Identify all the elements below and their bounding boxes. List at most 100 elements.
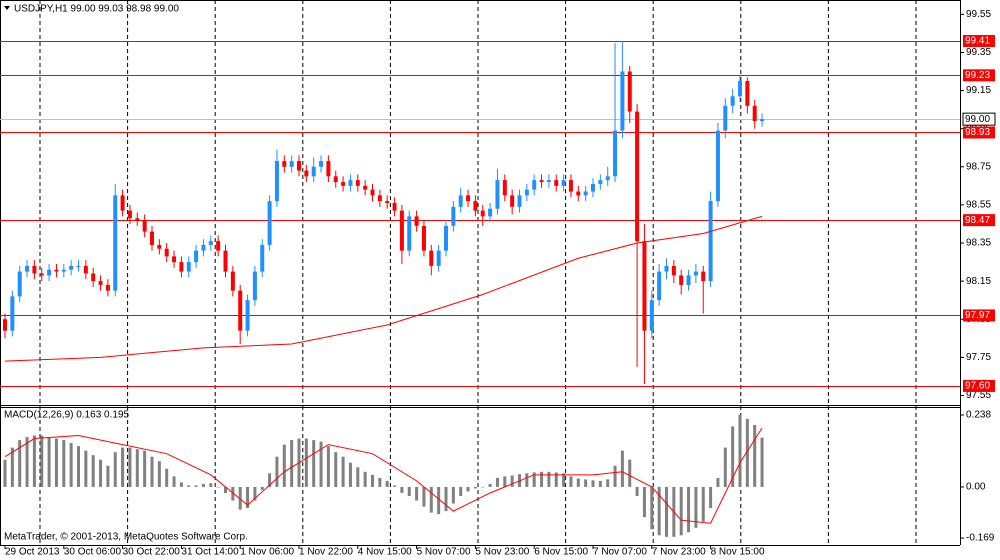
candle-body (120, 195, 125, 211)
macd-bar (356, 467, 360, 487)
candle-body (649, 300, 654, 331)
level-label-box (963, 214, 995, 227)
candle-body (179, 262, 184, 272)
macd-bar (473, 486, 477, 489)
macd-bar (290, 440, 294, 487)
macd-bar (422, 486, 426, 507)
candle-body (517, 195, 522, 207)
macd-bar (745, 418, 749, 487)
candle-body (267, 201, 272, 245)
level-label-box (963, 126, 995, 139)
macd-bar (540, 471, 544, 487)
candle-body (363, 185, 368, 190)
macd-bar (444, 486, 448, 512)
candle-body (208, 241, 213, 245)
candle-body (473, 201, 478, 211)
macd-bar (628, 459, 632, 487)
candle-body (532, 180, 537, 190)
candle-body (583, 191, 588, 196)
macd-bar (275, 456, 279, 487)
candle-body (613, 130, 618, 177)
candle-body (216, 241, 221, 251)
macd-bar (753, 424, 757, 487)
macd-bar (547, 471, 551, 487)
macd-bar (576, 478, 580, 487)
level-label-box (963, 379, 995, 392)
candle-body (10, 296, 15, 331)
candle-body (554, 180, 559, 186)
candle-body (480, 210, 485, 217)
candle-body (671, 265, 676, 276)
x-tick-label: 1 Nov 06:00 (240, 547, 294, 558)
footnote: MetaTrader, © 2001-2013, MetaQuotes Soft… (4, 532, 248, 543)
macd-bar (687, 486, 691, 533)
macd-bar (679, 486, 683, 536)
candle-body (524, 189, 529, 196)
candle-body (715, 130, 720, 202)
candle-body (576, 191, 581, 196)
candle-body (429, 250, 434, 266)
macd-bar (665, 486, 668, 537)
macd-bar (268, 473, 272, 487)
macd-bar (157, 461, 161, 487)
candle-body (260, 244, 265, 272)
level-label-box (963, 35, 995, 48)
macd-bar (466, 486, 470, 492)
candle-body (76, 265, 81, 267)
candle-body (245, 300, 250, 331)
macd-bar (650, 486, 654, 530)
chart-title: USDJPY,H1 99.00 99.03 98.98 99.00 (14, 4, 179, 15)
macd-bar (121, 447, 125, 487)
macd-bar (525, 473, 529, 487)
macd-bar (179, 482, 183, 487)
x-tick-label: 8 Nov 15:00 (711, 547, 765, 558)
candle-body (466, 195, 471, 202)
candle-body (289, 161, 294, 167)
candle-body (414, 216, 419, 226)
candle-body (738, 81, 742, 97)
macd-bar (371, 474, 374, 487)
candle-body (598, 180, 603, 184)
candle-body (355, 180, 360, 186)
x-tick-label: 6 Nov 15:00 (534, 547, 588, 558)
macd-bar (224, 486, 227, 493)
x-tick-label: 5 Nov 07:00 (417, 547, 471, 558)
candle-body (686, 275, 691, 285)
macd-bar (18, 440, 22, 487)
x-tick-label: 30 Oct 06:00 (64, 547, 122, 558)
candle-body (407, 216, 412, 251)
macd-bar (194, 485, 198, 487)
macd-bar (135, 449, 139, 487)
x-tick-label: 7 Nov 07:00 (593, 547, 647, 558)
candle-body (186, 262, 191, 272)
macd-bar (54, 438, 58, 487)
candle-body (488, 208, 493, 217)
candle-body (17, 271, 22, 297)
macd-bar (165, 468, 169, 487)
y-tick-label: 99.35 (966, 47, 991, 58)
macd-bar (32, 435, 36, 487)
macd-bar (451, 486, 455, 504)
macd-bar (84, 450, 88, 487)
candle-body (627, 71, 632, 112)
macd-bar (40, 435, 44, 487)
level-label: 97.97 (965, 310, 990, 321)
candle-body (326, 161, 331, 177)
candle-body (421, 225, 426, 251)
macd-bar (393, 485, 397, 487)
candle-body (370, 189, 375, 196)
candle-body (392, 203, 397, 211)
candle-body (83, 265, 88, 274)
macd-bar (584, 479, 588, 487)
macd-bar (319, 441, 323, 487)
y-tick-label: 98.75 (966, 161, 991, 172)
macd-bar (620, 450, 624, 487)
macd-bar (216, 486, 220, 488)
y-tick-label: 98.15 (966, 276, 991, 287)
macd-bar (437, 486, 441, 515)
macd-bar (385, 480, 389, 487)
candle-body (752, 105, 757, 122)
candle-body (657, 271, 662, 301)
macd-bar (334, 452, 338, 487)
